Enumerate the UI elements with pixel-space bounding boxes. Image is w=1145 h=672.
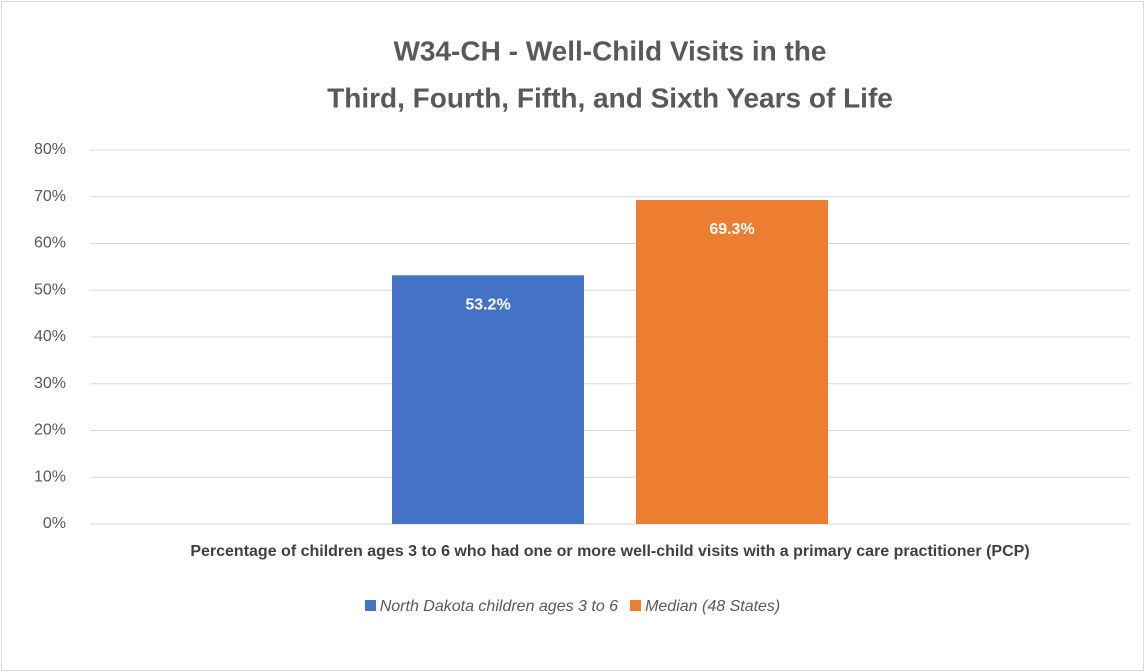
y-tick-label: 80% (34, 141, 66, 158)
legend-item: North Dakota children ages 3 to 6 (364, 598, 619, 616)
legend-label: North Dakota children ages 3 to 6 (379, 598, 619, 615)
data-label: 53.2% (465, 297, 510, 314)
y-tick-label: 30% (34, 375, 66, 392)
bar (392, 275, 584, 524)
data-label: 69.3% (709, 221, 754, 238)
chart-title: W34-CH - Well-Child Visits in the (393, 35, 826, 66)
legend: North Dakota children ages 3 to 6 Median … (0, 598, 1145, 616)
x-category-label: Percentage of children ages 3 to 6 who h… (190, 543, 1030, 560)
y-tick-label: 60% (34, 235, 66, 252)
chart-title: Third, Fourth, Fifth, and Sixth Years of… (327, 82, 893, 113)
y-tick-label: 50% (34, 281, 66, 298)
y-tick-label: 10% (34, 468, 66, 485)
legend-swatch (364, 600, 376, 611)
y-tick-label: 70% (34, 188, 66, 205)
y-tick-label: 20% (34, 422, 66, 439)
legend-label: Median (48 States) (645, 598, 781, 615)
legend-swatch (630, 600, 642, 611)
legend-item: Median (48 States) (630, 598, 780, 616)
y-tick-label: 40% (34, 328, 66, 345)
y-tick-label: 0% (43, 515, 66, 532)
bar (636, 200, 828, 524)
